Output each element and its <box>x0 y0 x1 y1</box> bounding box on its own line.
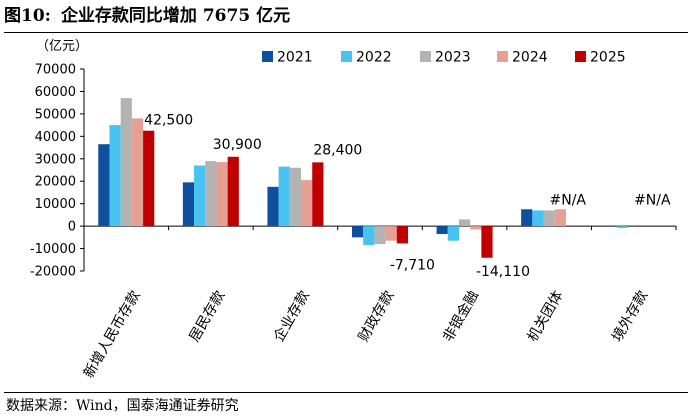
legend-label-2024: 2024 <box>512 50 548 66</box>
legend-label-2022: 2022 <box>356 50 392 66</box>
data-label: #N/A <box>634 192 671 208</box>
bar-2025 <box>227 156 239 227</box>
legend-label-2023: 2023 <box>435 50 471 66</box>
x-category-label: 新增人民币存款 <box>81 288 144 381</box>
y-tick-label: 20000 <box>35 175 76 190</box>
legend-swatch-2023 <box>420 51 431 62</box>
y-tick-label: 0 <box>68 220 76 235</box>
footer-divider <box>4 392 688 393</box>
figure-title: 图10: 企业存款同比增加 7675 亿元 <box>4 2 688 30</box>
bar-2025 <box>396 226 408 244</box>
bar-2023 <box>374 226 386 245</box>
bar-2024 <box>470 226 482 230</box>
y-tick-label: 70000 <box>35 63 76 78</box>
bar-2022 <box>616 226 629 228</box>
y-tick-label: -20000 <box>30 265 76 280</box>
x-category-label: 机关团体 <box>525 288 567 344</box>
legend-label-2025: 2025 <box>590 50 626 66</box>
bar-2023 <box>205 161 217 227</box>
bar-2024 <box>301 180 313 227</box>
bar-2024 <box>385 226 397 241</box>
bar-2021 <box>521 209 533 227</box>
bar-2025 <box>312 162 324 227</box>
bar-2021 <box>98 144 110 227</box>
bar-chart: （亿元） -20000 -10000 0 10000 20000 30000 40000 500… <box>30 39 677 381</box>
x-category-label: 财政存款 <box>356 288 398 344</box>
figure-label: 图10: <box>4 6 51 26</box>
y-tick-label: 30000 <box>35 152 76 167</box>
x-category-label: 境外存款 <box>609 288 651 344</box>
bar-2022 <box>109 125 121 227</box>
bar-2025 <box>143 130 155 227</box>
bar-2022 <box>447 226 459 241</box>
data-label: 42,500 <box>144 113 193 129</box>
x-category-label: 居民存款 <box>186 288 228 344</box>
bar-2025 <box>481 226 493 258</box>
bar-2023 <box>458 219 471 227</box>
data-label: -14,110 <box>476 264 530 280</box>
legend-swatch-2024 <box>497 51 508 62</box>
bar-2023 <box>289 167 302 227</box>
source-note: 数据来源：Wind，国泰海通证券研究 <box>6 398 239 414</box>
bar-2024 <box>554 209 566 227</box>
bar-2023 <box>120 98 132 227</box>
bar-2022 <box>363 226 375 246</box>
y-tick-label: 40000 <box>35 130 76 145</box>
y-tick-label: 10000 <box>35 197 76 212</box>
y-tick-label: 50000 <box>35 107 76 122</box>
bar-2021 <box>182 182 195 227</box>
bar-2024 <box>216 162 228 227</box>
x-category-label: 企业存款 <box>270 288 313 345</box>
data-label: #N/A <box>549 192 586 208</box>
bar-2022 <box>532 210 544 227</box>
legend-swatch-2022 <box>341 51 352 62</box>
bar-2021 <box>436 226 448 234</box>
data-label: 28,400 <box>313 142 362 158</box>
bar-2022 <box>194 165 206 227</box>
data-label: -7,710 <box>390 257 435 273</box>
bar-2022 <box>278 166 290 227</box>
x-category-label: 非银金融 <box>440 288 482 344</box>
y-tick-label: 60000 <box>35 85 76 100</box>
data-label: 30,900 <box>213 137 262 153</box>
legend-swatch-2025 <box>575 51 586 62</box>
legend-swatch-2021 <box>262 51 273 62</box>
figure-title-text: 企业存款同比增加 7675 亿元 <box>60 6 291 26</box>
y-tick-label: -10000 <box>30 242 76 257</box>
y-axis-unit-label: （亿元） <box>36 39 88 54</box>
title-divider <box>4 32 688 33</box>
bar-2021 <box>352 226 364 238</box>
legend-label-2021: 2021 <box>277 50 313 66</box>
bar-2021 <box>267 186 279 227</box>
bar-2023 <box>543 210 555 227</box>
bar-2024 <box>131 118 144 227</box>
